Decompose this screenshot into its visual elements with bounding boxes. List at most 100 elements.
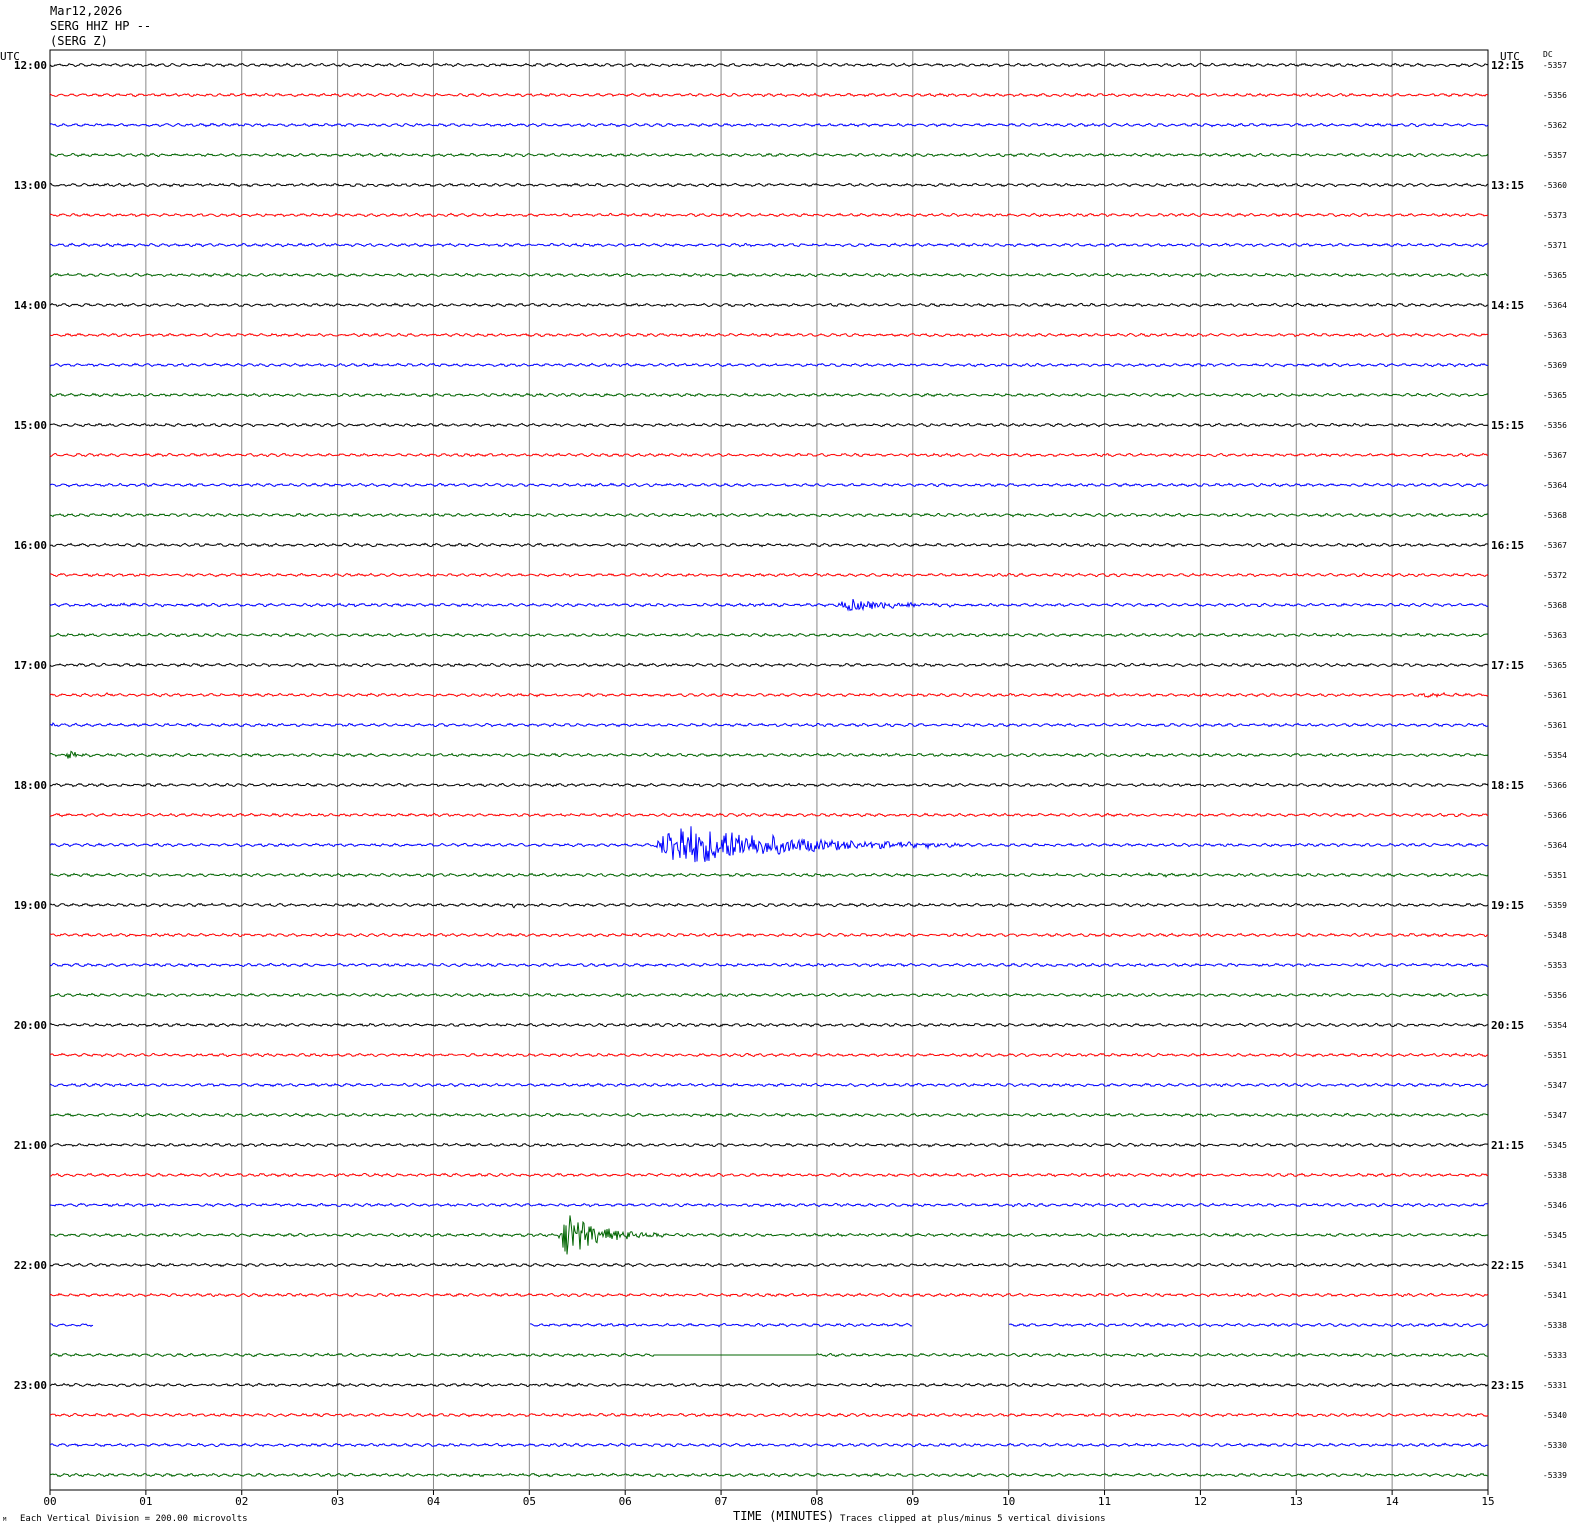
right-hour-label: 23:15 [1491, 1379, 1524, 1392]
trace-line [49, 1142, 1489, 1148]
dc-label: DC [1543, 50, 1553, 59]
x-tick-label: 15 [1481, 1495, 1494, 1508]
trace-line [49, 932, 1489, 938]
dc-offset-label: -5345 [1543, 1141, 1567, 1150]
trace-line [49, 1262, 1489, 1268]
right-hour-label: 15:15 [1491, 419, 1524, 432]
dc-offset-label: -5366 [1543, 781, 1567, 790]
trace-line [49, 962, 1488, 968]
trace-line [49, 572, 1489, 578]
left-hour-label: 15:00 [14, 419, 47, 432]
trace-line [49, 632, 1489, 638]
scale-note: Each Vertical Division = 200.00 microvol… [20, 1514, 248, 1524]
x-tick-label: 12 [1194, 1495, 1207, 1508]
x-tick-label: 14 [1386, 1495, 1400, 1508]
dc-offset-label: -5364 [1543, 481, 1567, 490]
dc-offset-label: -5366 [1543, 811, 1567, 820]
right-hour-label: 14:15 [1491, 299, 1524, 312]
dc-offset-label: -5341 [1543, 1291, 1567, 1300]
right-hour-label: 20:15 [1491, 1019, 1524, 1032]
trace-line [49, 212, 1489, 218]
right-hour-label: 13:15 [1491, 179, 1524, 192]
dc-offset-label: -5369 [1543, 361, 1567, 370]
trace-line [50, 1112, 1489, 1118]
trace-line [49, 722, 1489, 728]
right-hour-label: 21:15 [1491, 1139, 1524, 1152]
x-tick-label: 08 [810, 1495, 823, 1508]
trace-line [49, 362, 1488, 368]
dc-offset-label: -5368 [1543, 601, 1567, 610]
left-utc-label: UTC [0, 50, 20, 63]
trace-line [49, 332, 1489, 338]
dc-offset-label: -5371 [1543, 241, 1567, 250]
right-hour-label: 12:15 [1491, 59, 1524, 72]
left-hour-label: 13:00 [14, 179, 47, 192]
x-tick-label: 03 [331, 1495, 344, 1508]
dc-offset-label: -5363 [1543, 331, 1567, 340]
dc-offset-label: -5356 [1543, 91, 1567, 100]
dc-offset-label: -5365 [1543, 271, 1567, 280]
dc-offset-label: -5353 [1543, 961, 1567, 970]
dc-offset-label: -5357 [1543, 61, 1567, 70]
left-hour-label: 20:00 [14, 1019, 47, 1032]
dc-offset-label: -5333 [1543, 1351, 1567, 1360]
trace-line [49, 152, 1489, 158]
left-hour-label: 19:00 [14, 899, 47, 912]
x-tick-label: 10 [1002, 1495, 1015, 1508]
trace-line [49, 782, 1489, 788]
dc-offset-label: -5359 [1543, 901, 1567, 910]
dc-offset-label: -5340 [1543, 1411, 1567, 1420]
label-layer: 00 01 02 03 04 05 06 07 08 09 10 11 12 13 14 15 -5357 -53… [14, 59, 1567, 1508]
trace-line [49, 1472, 1489, 1478]
left-hour-label: 21:00 [14, 1139, 47, 1152]
dc-offset-label: -5338 [1543, 1171, 1567, 1180]
x-tick-label: 09 [906, 1495, 919, 1508]
header-date: Mar12,2026 [50, 4, 123, 18]
x-tick-label: 13 [1290, 1495, 1303, 1508]
trace-line [49, 691, 1489, 698]
trace-line [49, 242, 1488, 248]
trace-line [49, 1022, 1489, 1028]
trace-line [49, 1292, 1489, 1298]
dc-offset-label: -5360 [1543, 181, 1567, 190]
dc-offset-label: -5363 [1543, 631, 1567, 640]
x-tick-label: 04 [427, 1495, 441, 1508]
trace-layer [49, 62, 1489, 1478]
left-hour-label: 17:00 [14, 659, 47, 672]
dc-offset-label: -5356 [1543, 421, 1567, 430]
trace-line [49, 392, 1489, 398]
dc-offset-label: -5356 [1543, 991, 1567, 1000]
dc-offset-label: -5345 [1543, 1231, 1567, 1240]
trace-line [49, 482, 1489, 488]
right-hour-label: 19:15 [1491, 899, 1524, 912]
trace-line [49, 1215, 1489, 1255]
right-utc-label: UTC [1500, 50, 1520, 63]
dc-offset-label: -5373 [1543, 211, 1567, 220]
dc-offset-label: -5351 [1543, 1051, 1567, 1060]
dc-offset-label: -5361 [1543, 691, 1567, 700]
trace-line [49, 871, 1489, 878]
trace-line [49, 750, 1489, 759]
trace-line [49, 422, 1489, 428]
dc-offset-label: -5347 [1543, 1081, 1567, 1090]
dc-offset-label: -5354 [1543, 1021, 1567, 1030]
header-station: SERG HHZ HP -- [50, 19, 152, 33]
left-hour-label: 18:00 [14, 779, 47, 792]
x-tick-label: 00 [43, 1495, 56, 1508]
corner-mark: ᴹ [2, 1517, 8, 1527]
trace-line [49, 1382, 1489, 1388]
clip-note: Traces clipped at plus/minus 5 vertical … [840, 1514, 1106, 1524]
dc-offset-label: -5357 [1543, 151, 1567, 160]
dc-offset-label: -5354 [1543, 751, 1567, 760]
trace-line [49, 1412, 1489, 1418]
dc-offset-label: -5372 [1543, 571, 1567, 580]
x-tick-label: 06 [619, 1495, 632, 1508]
trace-line [49, 1082, 1489, 1088]
trace-line [49, 1322, 1488, 1328]
trace-line [50, 1442, 1488, 1448]
trace-line [49, 62, 1489, 68]
x-tick-label: 01 [139, 1495, 152, 1508]
trace-line [50, 1352, 1489, 1358]
dc-offset-label: -5338 [1543, 1321, 1567, 1330]
